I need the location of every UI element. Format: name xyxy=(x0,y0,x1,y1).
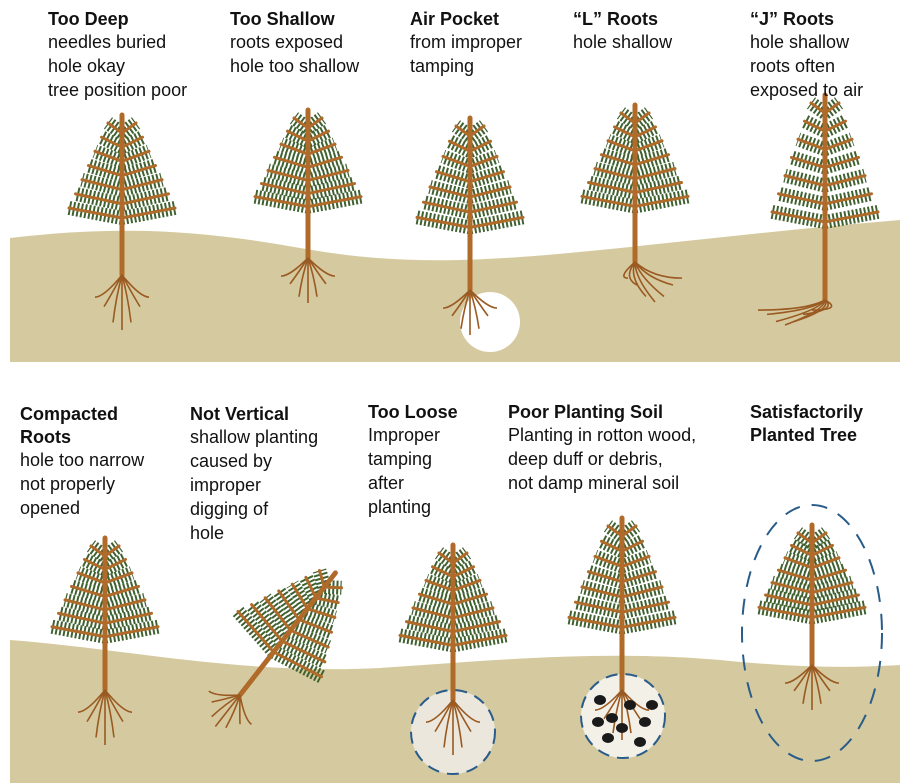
debris xyxy=(624,700,636,710)
soil xyxy=(10,220,900,362)
panel-title: “J” Roots xyxy=(750,9,834,29)
panel-title: Compacted xyxy=(20,404,118,424)
panel-description: digging of xyxy=(190,499,269,519)
debris xyxy=(602,733,614,743)
panel-title: “L” Roots xyxy=(573,9,658,29)
panel-description: after xyxy=(368,473,404,493)
panel-description: from improper xyxy=(410,32,522,52)
panel-title: Too Shallow xyxy=(230,9,336,29)
panel-title: Poor Planting Soil xyxy=(508,402,663,422)
panel-title: Planted Tree xyxy=(750,425,857,445)
panel-description: hole xyxy=(190,523,224,543)
panel-description: hole too shallow xyxy=(230,56,360,76)
panel-description: Planting in rotton wood, xyxy=(508,425,696,445)
debris xyxy=(594,695,606,705)
panel-description: planting xyxy=(368,497,431,517)
panel-description: opened xyxy=(20,498,80,518)
panel-description: shallow planting xyxy=(190,427,318,447)
panel-description: exposed to air xyxy=(750,80,863,100)
panel-description: tree position poor xyxy=(48,80,187,100)
panel-title: Satisfactorily xyxy=(750,402,863,422)
panel-description: roots exposed xyxy=(230,32,343,52)
air-pocket xyxy=(460,292,520,352)
panel-title: Air Pocket xyxy=(410,9,499,29)
debris xyxy=(634,737,646,747)
panel-description: tamping xyxy=(368,449,432,469)
panel-description: tamping xyxy=(410,56,474,76)
debris xyxy=(606,713,618,723)
debris xyxy=(592,717,604,727)
debris xyxy=(646,700,658,710)
panel-description: hole shallow xyxy=(750,32,850,52)
panel-description: hole too narrow xyxy=(20,450,145,470)
panel-title: Too Deep xyxy=(48,9,129,29)
panel-description: Improper xyxy=(368,425,440,445)
panel-description: not damp mineral soil xyxy=(508,473,679,493)
panel-title: Roots xyxy=(20,427,71,447)
debris xyxy=(616,723,628,733)
panel-title: Not Vertical xyxy=(190,404,289,424)
panel-description: hole shallow xyxy=(573,32,673,52)
panel-description: improper xyxy=(190,475,261,495)
panel-description: deep duff or debris, xyxy=(508,449,663,469)
panel-description: needles buried xyxy=(48,32,166,52)
panel-description: hole okay xyxy=(48,56,125,76)
panel-description: roots often xyxy=(750,56,835,76)
panel-description: not properly xyxy=(20,474,115,494)
debris xyxy=(639,717,651,727)
panel-description: caused by xyxy=(190,451,272,471)
diagram: Too Deep needles buried hole okay tree posi… xyxy=(0,0,900,783)
panel-title: Too Loose xyxy=(368,402,458,422)
